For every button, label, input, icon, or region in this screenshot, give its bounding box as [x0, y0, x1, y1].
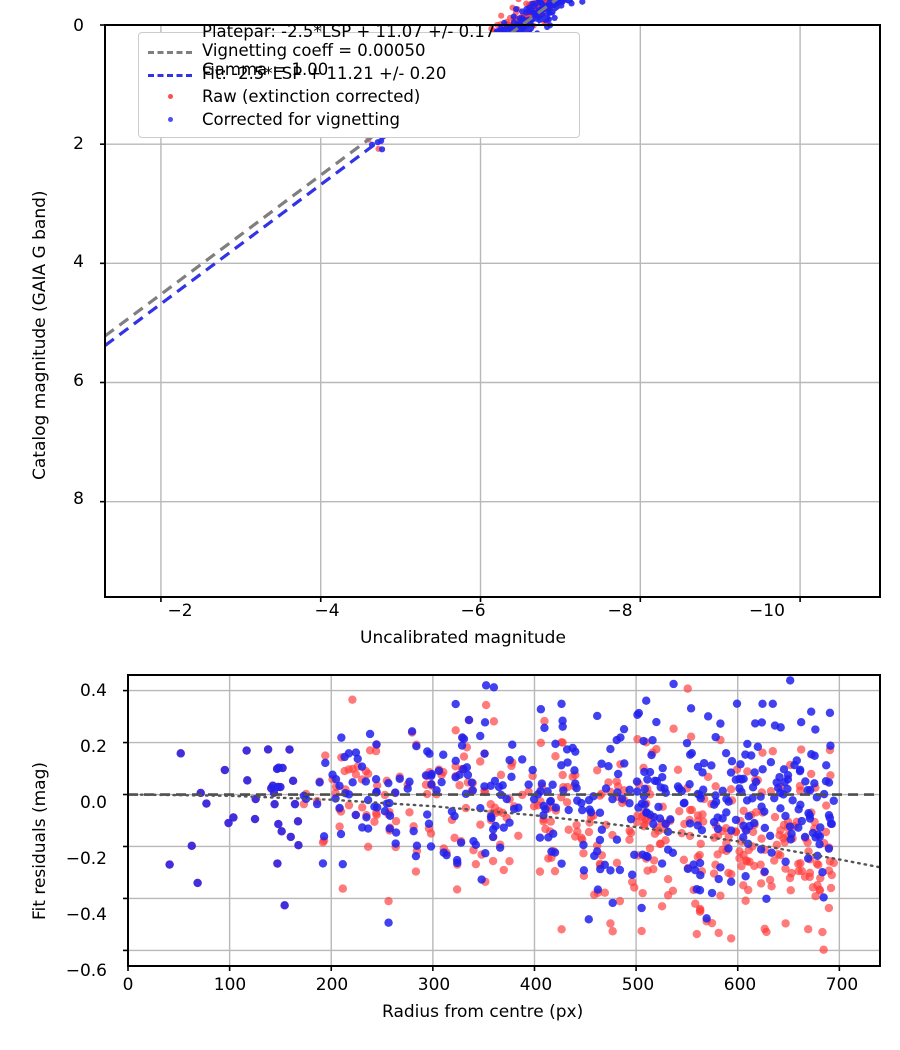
- legend-fit-label: Fit: -2.5*LSP + 11.21 +/- 0.20: [202, 64, 447, 83]
- residuals-ytick-2: 0.0: [79, 793, 107, 813]
- photometry-xtick-3: −8: [607, 601, 633, 621]
- legend-platepar-line3: Gamma = 1.00: [202, 60, 329, 79]
- photometry-xtick-4: −10: [749, 601, 785, 621]
- legend-entry-fit: Fit: -2.5*LSP + 11.21 +/- 0.20: [147, 62, 569, 85]
- residuals-xtick-6: 600: [723, 975, 757, 995]
- dashed-gray-line-icon: [147, 16, 193, 85]
- residuals-xtick-4: 400: [519, 975, 553, 995]
- residuals-xtick-3: 300: [417, 975, 451, 995]
- legend-corrected-label: Corrected for vignetting: [202, 110, 400, 129]
- residuals-xtick-2: 200: [315, 975, 349, 995]
- photometry-ytick-3: 6: [73, 371, 84, 391]
- photometry-xtick-0: −2: [167, 601, 193, 621]
- photometry-ytick-0: 0: [73, 16, 84, 36]
- photometry-xtick-2: −6: [460, 601, 486, 621]
- photometry-xtick-1: −4: [314, 601, 340, 621]
- residuals-xtick-5: 500: [621, 975, 655, 995]
- residuals-xtick-0: 0: [122, 975, 134, 995]
- residuals-xtick-7: 700: [825, 975, 859, 995]
- photometry-ytick-4: 8: [73, 489, 84, 509]
- photometry-ylabel: Catalog magnitude (GAIA G band): [30, 190, 50, 480]
- residuals-xtick-1: 100: [213, 975, 247, 995]
- photometry-legend: Platepar: -2.5*LSP + 11.07 +/- 0.17 Vign…: [138, 22, 580, 138]
- legend-platepar-line2: Vignetting coeff = 0.00050: [202, 41, 426, 60]
- residuals-ytick-5: −0.6: [65, 961, 107, 981]
- residuals-ytick-0: 0.4: [79, 681, 107, 701]
- blue-dot-marker-icon: [147, 110, 193, 130]
- photometry-xlabel: Uncalibrated magnitude: [360, 628, 566, 648]
- photometry-ytick-2: 4: [73, 252, 84, 272]
- residuals-ytick-3: −0.2: [65, 849, 107, 869]
- legend-entry-platepar: Platepar: -2.5*LSP + 11.07 +/- 0.17 Vign…: [147, 22, 569, 79]
- photometry-ytick-1: 2: [73, 134, 84, 154]
- residuals-ylabel: Fit residuals (mag): [30, 762, 50, 920]
- residuals-ytick-1: 0.2: [79, 737, 107, 757]
- legend-platepar-line1: Platepar: -2.5*LSP + 11.07 +/- 0.17: [202, 22, 496, 41]
- dashed-blue-line-icon: [147, 64, 193, 84]
- residuals-ytick-4: −0.4: [65, 905, 107, 925]
- legend-entry-raw: Raw (extinction corrected): [147, 85, 569, 108]
- residuals-xlabel: Radius from centre (px): [382, 1002, 584, 1022]
- legend-entry-corrected: Corrected for vignetting: [147, 108, 569, 131]
- red-dot-marker-icon: [147, 87, 193, 107]
- legend-raw-label: Raw (extinction corrected): [202, 87, 421, 106]
